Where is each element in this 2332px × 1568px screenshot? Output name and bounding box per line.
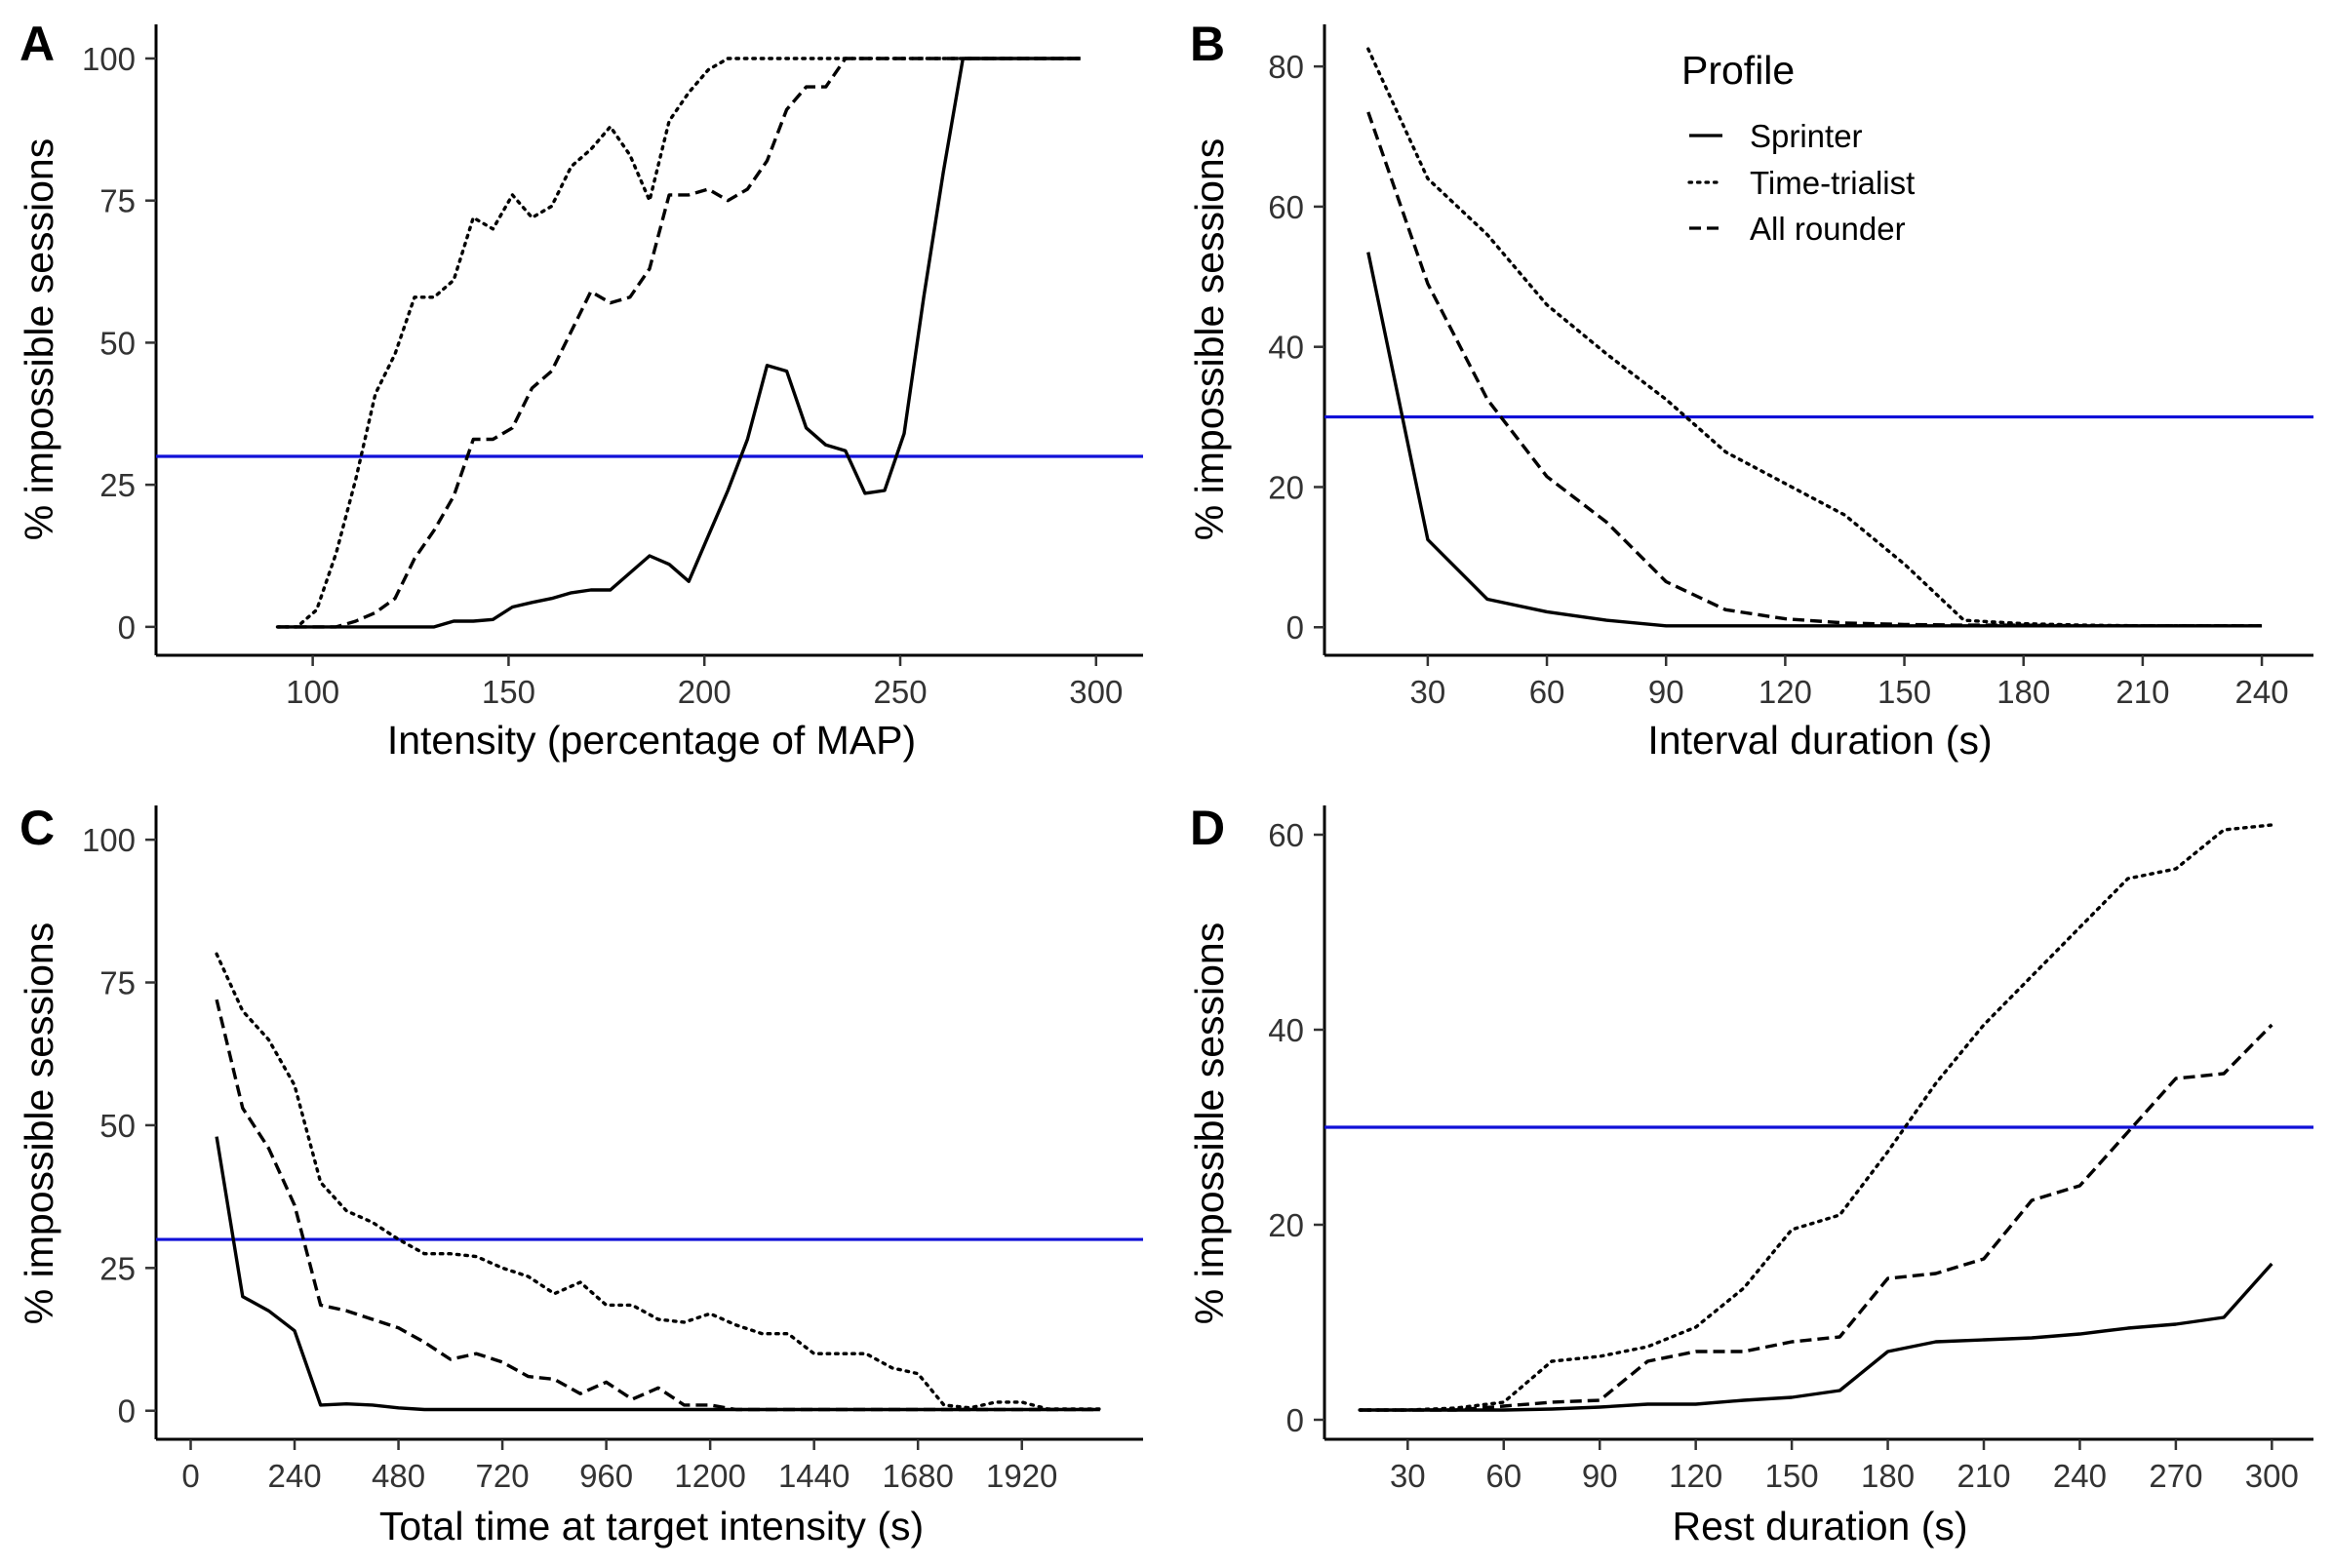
panel-c-y-tick-label: 25: [99, 1250, 136, 1286]
panel-c-y-tick-label: 0: [118, 1393, 136, 1430]
panel-c-x-tick-label: 1680: [882, 1458, 953, 1494]
panel-a-x-tick-label: 300: [1069, 674, 1123, 710]
panel-a-x-tick-label: 100: [286, 674, 339, 710]
panel-d-x-tick-label: 30: [1390, 1458, 1426, 1494]
panel-d-x-tick-label: 120: [1669, 1458, 1722, 1494]
panel-b: B Interval duration (s) % impossible ses…: [1187, 17, 2313, 763]
panel-c-x-tick-label: 480: [372, 1458, 425, 1494]
panel-a-x-tick-label: 250: [873, 674, 927, 710]
legend-label-sprinter: Sprinter: [1750, 118, 1863, 154]
panel-b-x-tick-label: 120: [1759, 674, 1812, 710]
panel-c-x-tick-label: 1200: [674, 1458, 745, 1494]
panel-a-y-tick-label: 0: [118, 609, 136, 646]
legend-label-time-trialist: Time-trialist: [1750, 165, 1915, 201]
panel-d-x-tick-label: 300: [2245, 1458, 2299, 1494]
panel-b-x-tick-label: 150: [1877, 674, 1931, 710]
panel-b-y-tick-label: 20: [1268, 469, 1304, 505]
panel-a-y-tick-label: 100: [82, 41, 136, 77]
panel-b-x-tick-label: 30: [1410, 674, 1446, 710]
panel-d: D Rest duration (s) % impossible session…: [1187, 801, 2313, 1548]
panel-d-series-time-trialist: [1358, 823, 2274, 1412]
panel-c-series-all-rounder: [215, 999, 1100, 1412]
panel-a-y-axis-title: % impossible sessions: [17, 138, 61, 540]
panel-c-x-tick-label: 960: [579, 1458, 633, 1494]
panel-d-x-tick-label: 60: [1485, 1458, 1522, 1494]
panel-b-x-tick-label: 60: [1529, 674, 1565, 710]
panel-d-y-tick-label: 20: [1268, 1207, 1304, 1243]
panel-b-series-all-rounder: [1366, 111, 2263, 628]
panel-a: A Intensity (percentage of MAP) % imposs…: [17, 17, 1143, 763]
panel-a-y-tick-label: 25: [99, 467, 136, 503]
panel-c-y-tick-label: 75: [99, 965, 136, 1001]
panel-b-series-time-trialist: [1366, 47, 2264, 628]
panel-c: C Total time at target intensity (s) % i…: [17, 801, 1143, 1548]
panel-b-x-tick-label: 240: [2235, 674, 2289, 710]
panel-a-x-tick-label: 150: [482, 674, 535, 710]
panel-d-letter: D: [1190, 801, 1225, 855]
panel-c-x-tick-label: 720: [476, 1458, 530, 1494]
panel-c-x-axis-title: Total time at target intensity (s): [379, 1504, 924, 1548]
panel-b-y-tick-label: 80: [1268, 49, 1304, 85]
legend-label-all-rounder: All rounder: [1750, 211, 1906, 247]
panel-b-y-axis-title: % impossible sessions: [1187, 138, 1232, 540]
panel-a-series-time-trialist: [275, 57, 1083, 629]
panel-d-x-tick-label: 150: [1765, 1458, 1819, 1494]
panel-c-x-tick-label: 1920: [986, 1458, 1057, 1494]
panel-a-x-tick-label: 200: [678, 674, 731, 710]
panel-d-y-tick-label: 40: [1268, 1012, 1304, 1048]
panel-b-x-tick-label: 90: [1648, 674, 1684, 710]
panel-d-x-tick-label: 90: [1582, 1458, 1618, 1494]
panel-c-y-tick-label: 100: [82, 822, 136, 858]
panel-b-x-axis-title: Interval duration (s): [1647, 718, 1992, 763]
panel-d-x-tick-label: 180: [1861, 1458, 1915, 1494]
panel-d-x-tick-label: 240: [2053, 1458, 2107, 1494]
panel-c-y-axis-title: % impossible sessions: [17, 922, 61, 1324]
panel-a-x-axis-title: Intensity (percentage of MAP): [387, 718, 916, 763]
panel-d-x-tick-label: 270: [2149, 1458, 2202, 1494]
panel-c-y-tick-label: 50: [99, 1108, 136, 1144]
panel-c-x-tick-label: 1440: [778, 1458, 850, 1494]
panel-d-series-sprinter: [1360, 1262, 2273, 1412]
panel-a-letter: A: [20, 17, 55, 71]
panel-a-series-all-rounder: [277, 57, 1081, 629]
panel-b-y-tick-label: 40: [1268, 330, 1304, 366]
panel-b-y-tick-label: 0: [1286, 609, 1304, 646]
panel-a-y-tick-label: 75: [99, 183, 136, 219]
panel-c-x-tick-label: 240: [268, 1458, 322, 1494]
panel-d-x-axis-title: Rest duration (s): [1672, 1504, 1967, 1548]
legend: Profile Sprinter Time-trialist All round…: [1681, 48, 1915, 247]
panel-c-series-time-trialist: [215, 952, 1102, 1411]
panel-a-y-tick-label: 50: [99, 325, 136, 361]
panel-b-letter: B: [1190, 17, 1225, 71]
panel-d-y-tick-label: 0: [1286, 1402, 1304, 1438]
panel-a-series-sprinter: [277, 57, 1081, 629]
legend-title: Profile: [1681, 48, 1795, 93]
panel-b-y-tick-label: 60: [1268, 189, 1304, 225]
panel-d-y-axis-title: % impossible sessions: [1187, 922, 1232, 1324]
panel-d-x-tick-label: 210: [1957, 1458, 2010, 1494]
panel-c-letter: C: [20, 801, 55, 855]
panel-b-x-tick-label: 180: [1996, 674, 2050, 710]
panel-b-x-tick-label: 210: [2115, 674, 2169, 710]
panel-d-y-tick-label: 60: [1268, 817, 1304, 853]
panel-c-x-tick-label: 0: [181, 1458, 199, 1494]
